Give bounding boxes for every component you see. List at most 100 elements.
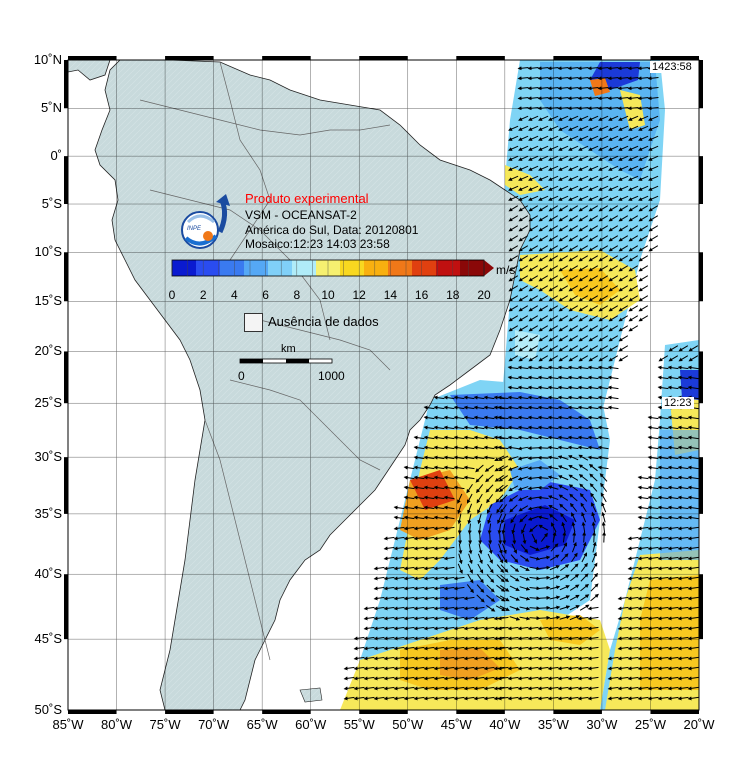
wind-vector <box>517 435 529 440</box>
wind-vector <box>567 425 579 430</box>
wind-vector <box>558 335 569 342</box>
wind-vector <box>637 556 649 561</box>
wind-vector <box>518 175 529 181</box>
wind-vector <box>647 485 659 490</box>
wind-vector <box>608 345 619 352</box>
wind-vector <box>443 485 455 490</box>
latitude-label: 20˚S <box>34 343 62 359</box>
wind-vector <box>570 573 580 582</box>
wind-vector <box>547 385 559 390</box>
wind-vector <box>473 435 485 440</box>
wind-vector <box>578 135 589 141</box>
wind-vector <box>403 536 415 541</box>
frame-tick <box>456 710 505 714</box>
frame-tick <box>68 710 117 714</box>
wind-vector <box>493 405 505 410</box>
wind-vector <box>677 485 689 490</box>
wind-vector <box>463 455 475 460</box>
wind-vector <box>637 546 649 551</box>
wind-vector <box>467 503 473 515</box>
wind-vector <box>638 195 649 201</box>
wind-vector <box>601 511 606 523</box>
wind-vector <box>588 215 599 222</box>
wind-vector <box>618 205 629 212</box>
wind-vector <box>517 405 529 410</box>
wind-vector <box>518 205 529 212</box>
wind-vector <box>508 255 519 262</box>
wind-vector <box>403 505 415 510</box>
wind-vector <box>507 445 519 450</box>
wind-vector <box>518 335 529 342</box>
wind-vector <box>627 546 639 551</box>
wind-vector <box>413 445 425 450</box>
wind-vector <box>558 175 569 181</box>
wind-vector <box>618 215 629 222</box>
wind-vector <box>581 552 588 563</box>
wind-vector <box>507 365 519 370</box>
wind-vector <box>547 485 559 490</box>
wind-vector <box>578 345 589 352</box>
wind-vector <box>517 86 529 91</box>
wind-vector <box>468 543 473 555</box>
wind-vector <box>598 265 609 272</box>
wind-vector <box>578 305 589 312</box>
wind-vector <box>423 415 435 420</box>
wind-vector <box>568 185 579 191</box>
wind-vector <box>528 205 539 212</box>
wind-vector <box>598 175 609 181</box>
wind-vector <box>638 165 649 171</box>
wind-vector <box>568 295 579 302</box>
wind-vector <box>608 205 619 212</box>
wind-vector <box>548 325 559 332</box>
wind-vector <box>560 553 569 562</box>
wind-vector <box>618 225 629 232</box>
wind-vector <box>538 305 549 312</box>
wind-vector <box>568 115 579 121</box>
wind-vector <box>548 155 559 161</box>
wind-vector <box>598 165 609 171</box>
wind-vector <box>617 76 629 81</box>
wind-vector <box>588 205 599 212</box>
region-date-line: América do Sul, Data: 20120801 <box>245 223 419 237</box>
wind-vector <box>578 245 589 252</box>
wind-vector <box>413 566 425 571</box>
frame-tick <box>699 574 703 640</box>
wind-vector <box>495 484 504 493</box>
wind-vector <box>638 275 649 282</box>
wind-vector <box>547 425 559 430</box>
wind-vector <box>558 185 569 191</box>
wind-vector <box>528 195 539 201</box>
wind-vector <box>528 355 539 362</box>
wind-vector <box>527 425 539 430</box>
wind-vector <box>618 235 629 242</box>
wind-vector <box>487 523 492 535</box>
wind-vector <box>508 135 519 141</box>
wind-vector <box>443 495 455 500</box>
wind-vector <box>667 526 679 531</box>
no-data-swatch <box>244 313 263 332</box>
wind-vector <box>508 295 519 302</box>
wind-vector <box>497 553 504 564</box>
wind-vector <box>537 485 549 490</box>
wind-vector <box>518 315 529 322</box>
wind-vector <box>497 425 509 430</box>
wind-vector <box>648 135 659 141</box>
wind-vector <box>453 395 465 400</box>
wind-vector <box>507 435 519 440</box>
wind-vector <box>557 86 569 91</box>
wind-vector <box>463 425 475 430</box>
wind-vector <box>627 86 639 91</box>
wind-vector <box>433 475 445 480</box>
frame-tick <box>699 156 703 205</box>
wind-vector <box>518 345 529 352</box>
wind-vector <box>483 425 495 430</box>
wind-vector <box>433 425 445 430</box>
wind-vector <box>518 115 529 121</box>
wind-vector <box>589 473 598 482</box>
wind-vector <box>598 295 609 302</box>
wind-vector <box>678 345 689 352</box>
wind-vector <box>458 543 463 555</box>
wind-vector <box>403 556 415 561</box>
latitude-label: 5˚N <box>41 100 62 116</box>
wind-vector <box>648 245 659 252</box>
